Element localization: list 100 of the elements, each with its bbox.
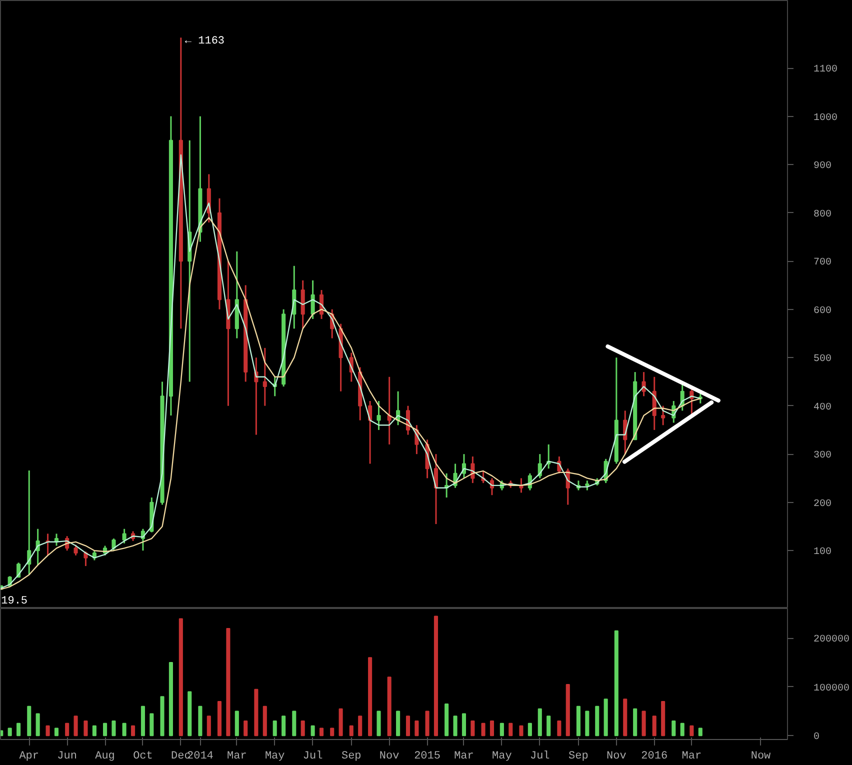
x-tick-label: Jul (302, 750, 323, 762)
x-tick-label: Oct (133, 750, 153, 762)
bar (576, 706, 580, 736)
bar (396, 710, 400, 736)
bar (462, 713, 466, 736)
x-tick-label: Mar (227, 750, 247, 762)
bar (434, 616, 438, 736)
bar (652, 716, 656, 736)
x-tick-label: 2016 (641, 750, 668, 762)
bar (74, 716, 78, 736)
y-tick-label: 400 (814, 402, 832, 414)
y-tick-label: 900 (814, 161, 832, 172)
candlestick (262, 347, 267, 407)
bar (178, 618, 183, 736)
bar (508, 722, 513, 736)
bar (614, 630, 618, 736)
bar (642, 710, 646, 736)
bar (16, 722, 21, 736)
bar (140, 706, 145, 736)
candlestick (74, 544, 78, 556)
bar (168, 662, 173, 736)
bar (698, 728, 702, 736)
bar (444, 703, 449, 736)
bar (425, 710, 430, 736)
x-tick-label: Jul (530, 750, 550, 762)
bar (519, 725, 524, 736)
bar (244, 720, 248, 736)
y-tick-label: 700 (814, 258, 832, 269)
bar (604, 698, 608, 736)
bar (623, 698, 628, 736)
bar (490, 720, 494, 736)
x-tick-label: Now (750, 750, 772, 762)
bar (54, 728, 59, 736)
bar (566, 684, 570, 736)
bar (46, 725, 50, 736)
x-tick-label: May (264, 750, 286, 762)
bar (198, 706, 202, 736)
candlestick (585, 480, 590, 492)
candlestick (84, 550, 88, 567)
bar (453, 716, 458, 736)
bar (595, 706, 600, 736)
bar (330, 728, 334, 736)
annotation: 19.5 (1, 595, 28, 608)
x-tick-label: Jun (57, 750, 77, 762)
bar (661, 701, 666, 736)
bar (387, 676, 392, 736)
bar (130, 725, 136, 736)
bar (585, 710, 590, 736)
bar (262, 706, 267, 736)
x-tick-label: 2015 (414, 750, 440, 762)
y-tick-label: 800 (814, 209, 832, 220)
bar (538, 708, 542, 736)
x-tick-label: Mar (682, 750, 702, 762)
y-tick-label: 500 (814, 354, 832, 366)
bar (633, 708, 638, 736)
x-tick-label: Sep (568, 750, 588, 762)
bar (376, 710, 381, 736)
bar (470, 720, 475, 736)
x-tick-label: Aug (95, 750, 115, 762)
bar (65, 722, 70, 736)
candlestick (122, 528, 126, 544)
bar (690, 725, 694, 736)
bar (112, 720, 116, 736)
candlestick (661, 405, 666, 426)
bar (414, 720, 419, 736)
bar (349, 725, 354, 736)
bar (0, 730, 4, 736)
x-tick-label: Mar (454, 750, 474, 762)
bar (481, 722, 486, 736)
bar (406, 716, 410, 736)
annotation: ← 1163 (184, 36, 225, 48)
y-tick-label: 300 (814, 450, 832, 462)
bar (226, 628, 230, 736)
bar (254, 688, 258, 736)
bar (102, 722, 108, 736)
bar (672, 720, 676, 736)
bar (84, 720, 88, 736)
bar (500, 722, 504, 736)
bar (546, 716, 551, 736)
x-tick-label: Sep (341, 750, 362, 762)
x-tick-label: Nov (379, 750, 400, 762)
y-tick-label: 200000 (814, 634, 850, 646)
bar (300, 720, 305, 736)
bar (310, 725, 315, 736)
bar (206, 716, 211, 736)
y-tick-label: 200 (814, 498, 832, 510)
bar (122, 722, 126, 736)
bar (188, 691, 192, 736)
y-tick-label: 600 (814, 306, 832, 317)
y-tick-label: 100 (814, 547, 832, 558)
bar (368, 657, 372, 736)
bar (36, 713, 40, 736)
y-tick-label: 100000 (814, 683, 850, 694)
bar (272, 720, 277, 736)
bar (680, 722, 684, 736)
bar (92, 725, 96, 736)
bar (234, 710, 239, 736)
bar (358, 716, 362, 736)
y-tick-label: 1000 (814, 112, 838, 124)
bar (338, 708, 343, 736)
